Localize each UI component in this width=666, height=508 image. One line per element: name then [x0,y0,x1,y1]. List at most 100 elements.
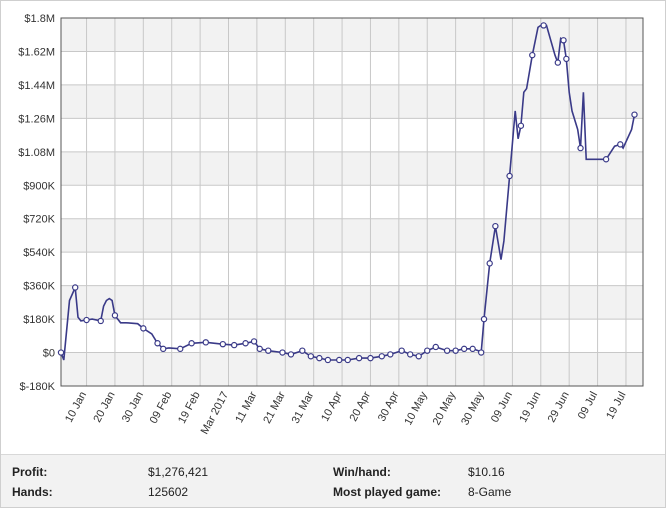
y-tick-label: $1.26M [18,113,55,125]
winhand-label: Win/hand: [333,465,391,479]
y-tick-label: $1.44M [18,80,55,92]
data-point-marker [160,345,167,353]
data-point-marker [540,22,547,29]
data-point-marker [443,347,451,354]
data-point-marker [307,353,315,360]
y-tick-label: $-180K [20,381,56,393]
data-point-marker [367,354,374,362]
profit-value: $1,276,421 [148,465,209,479]
plot-band [61,84,643,119]
plot-border [60,17,644,387]
data-point-marker [316,354,323,362]
profit-line-chart: $-180K $0 $180K $360K $540K $720K $900K $1.08M $… [18,13,644,436]
x-tick-label: 19 Feb [176,390,203,426]
data-point-marker [154,340,161,347]
data-point-marker [97,317,104,325]
plot-band [61,285,643,320]
data-point-marker [563,55,570,63]
data-point-marker [460,345,468,353]
x-tick-label: 09 Feb [148,390,175,426]
plot-band [61,18,643,52]
game-label: Most played game: [333,485,442,499]
plot-band [61,218,643,253]
data-point-marker [432,343,439,351]
data-point-marker [265,347,272,354]
data-point-marker [398,347,405,354]
plot-band [61,352,643,386]
x-tick-label: Mar 2017 [199,390,231,437]
data-point-marker [202,339,209,346]
x-tick-label: 30 Jan [120,390,146,425]
data-point-marker [336,356,343,364]
y-tick-label: $360K [23,281,55,293]
x-tick-label: 19 Jul [604,390,628,422]
series-markers [57,22,638,364]
x-tick-label: 30 May [459,389,487,427]
hands-label: Hands: [12,485,53,499]
x-tick-label: 20 Apr [348,389,374,423]
data-point-marker [279,349,286,356]
data-point-marker [415,353,422,360]
data-point-marker [355,354,363,362]
data-point-marker [517,122,525,129]
plot-band [61,151,643,186]
data-point-marker [57,349,65,356]
y-tick-label: $180K [23,314,55,326]
data-point-marker [111,312,119,319]
data-point-marker [344,356,351,364]
y-tick-label: $1.8M [24,13,55,25]
data-point-marker [506,172,513,180]
plot-background [61,18,643,386]
data-point-marker [250,338,258,345]
x-tick-label: 10 Apr [319,389,345,423]
data-point-marker [378,353,386,360]
x-tick-label: 19 Jun [517,390,543,425]
series-line [60,24,636,361]
data-point-marker [188,340,195,347]
y-tick-label: $1.08M [18,147,55,159]
x-tick-label: 10 Jan [63,390,89,425]
data-point-marker [480,315,488,323]
data-point-marker [387,351,394,358]
data-point-marker [424,347,431,354]
data-point-marker [577,144,584,152]
data-point-marker [617,141,624,148]
hands-value: 125602 [148,485,189,499]
x-tick-label: 21 Mar [261,389,288,425]
data-point-marker [230,341,238,349]
x-tick-label: 31 Mar [290,389,317,425]
data-point-marker [529,51,536,59]
y-axis-ticks: $-180K $0 $180K $360K $540K $720K $900K $1.08M $… [18,13,55,393]
x-tick-label: 30 Apr [376,389,402,423]
data-point-marker [477,349,485,356]
x-tick-label: 20 May [431,389,459,427]
data-point-marker [83,316,90,324]
plot-bands [61,18,643,386]
data-point-marker [256,345,263,353]
x-tick-label: 11 Mar [233,389,259,424]
data-point-marker [631,111,638,118]
x-tick-label: 10 May [402,389,430,427]
data-point-marker [602,156,610,163]
y-tick-label: $0 [43,348,55,360]
data-point-marker [177,345,184,353]
x-tick-label: 09 Jul [576,390,600,422]
data-point-marker [140,325,147,332]
data-point-marker [71,284,79,291]
stats-panel: Profit: $1,276,421 Win/hand: $10.16 Hand… [1,454,665,507]
y-tick-label: $540K [23,247,55,259]
x-tick-label: 09 Jun [489,390,515,425]
game-value: 8-Game [468,485,512,499]
x-tick-label: 29 Jun [546,390,572,425]
data-point-marker [554,59,562,66]
data-point-marker [407,351,414,358]
winhand-value: $10.16 [468,465,505,479]
y-tick-label: $1.62M [18,46,55,58]
data-point-marker [560,37,567,44]
y-tick-label: $900K [23,180,55,192]
data-point-marker [324,356,332,364]
data-point-marker [242,340,249,347]
data-point-marker [486,260,493,267]
data-point-marker [299,347,306,354]
